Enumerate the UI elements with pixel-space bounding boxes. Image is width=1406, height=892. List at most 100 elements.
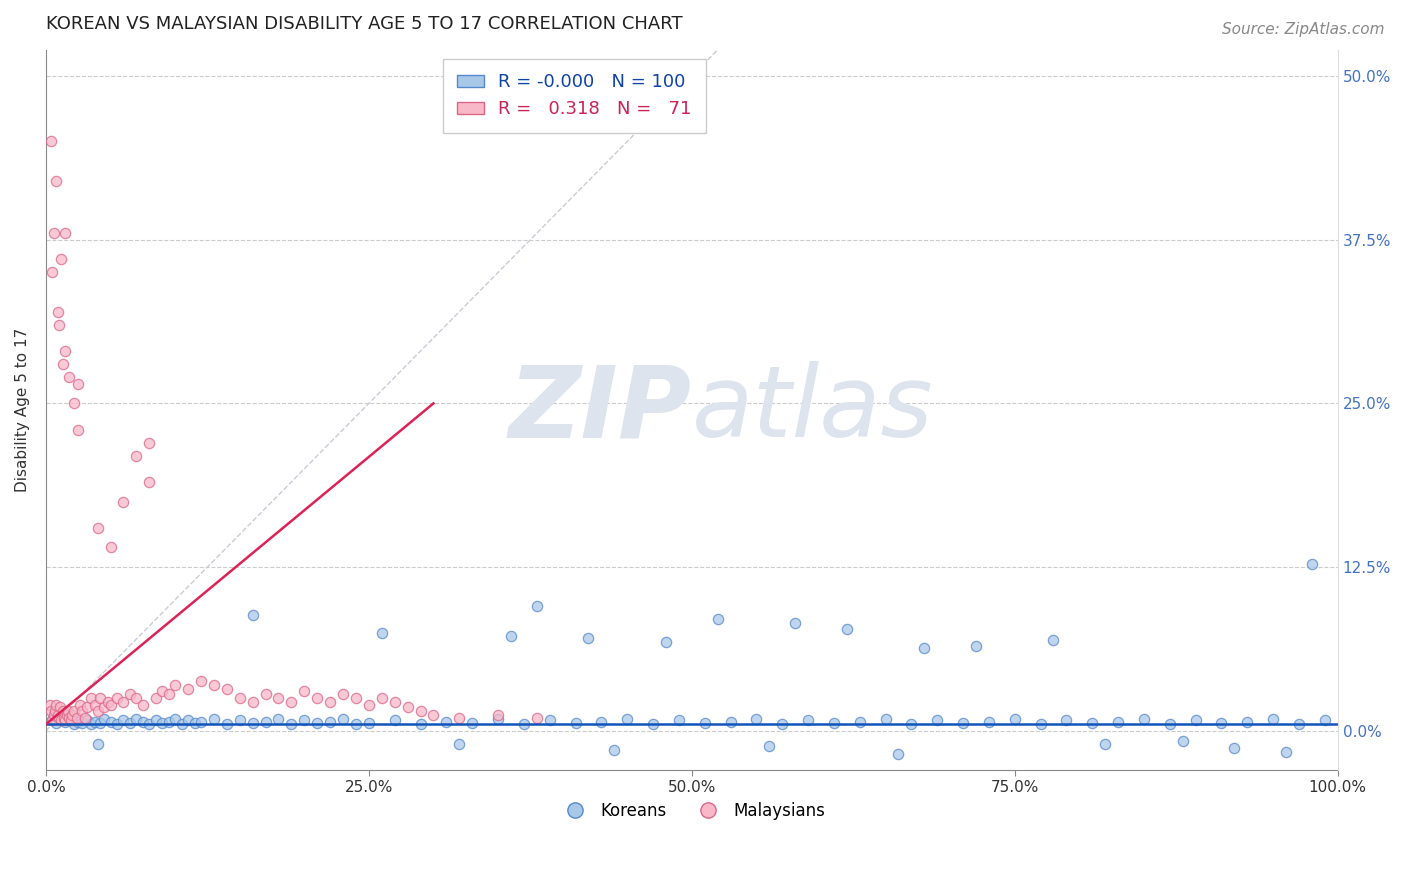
Point [242, 695, 264, 709]
Point [280, 695, 302, 709]
Point [150, 715, 173, 730]
Point [927, 713, 949, 727]
Point [44, 704, 66, 718]
Point [183, 715, 205, 730]
Point [1094, 737, 1116, 751]
Point [52, 704, 75, 718]
Point [118, 715, 141, 730]
Point [80, 690, 103, 705]
Point [267, 712, 290, 726]
Point [797, 713, 820, 727]
Point [449, 711, 471, 725]
Point [486, 712, 509, 726]
Point [38, 698, 60, 712]
Point [332, 687, 354, 701]
Point [138, 717, 160, 731]
Point [48, 318, 70, 332]
Point [578, 631, 600, 645]
Point [80, 717, 103, 731]
Point [165, 678, 187, 692]
Point [848, 714, 870, 729]
Point [112, 713, 135, 727]
Point [42, 226, 65, 240]
Point [228, 713, 250, 727]
Point [745, 712, 768, 726]
Point [603, 743, 626, 757]
Point [51, 713, 73, 727]
Point [384, 713, 406, 727]
Point [591, 714, 613, 729]
Point [1081, 715, 1104, 730]
Point [1133, 712, 1156, 726]
Point [1275, 745, 1298, 759]
Point [887, 747, 910, 762]
Point [157, 687, 180, 701]
Point [112, 695, 135, 709]
Point [150, 684, 173, 698]
Point [41, 265, 63, 279]
Point [1301, 558, 1323, 572]
Point [332, 712, 354, 726]
Point [76, 700, 98, 714]
Point [371, 690, 394, 705]
Point [371, 625, 394, 640]
Point [242, 715, 264, 730]
Point [1288, 717, 1310, 731]
Point [46, 708, 69, 723]
Point [499, 629, 522, 643]
Point [145, 713, 167, 727]
Point [396, 700, 419, 714]
Point [138, 475, 160, 489]
Y-axis label: Disability Age 5 to 17: Disability Age 5 to 17 [15, 327, 30, 492]
Point [292, 713, 315, 727]
Point [89, 715, 111, 730]
Point [1107, 714, 1129, 729]
Point [60, 708, 83, 723]
Point [132, 698, 155, 712]
Point [720, 714, 742, 729]
Point [215, 681, 238, 696]
Point [242, 608, 264, 623]
Point [1261, 712, 1284, 726]
Point [105, 717, 128, 731]
Point [53, 714, 76, 729]
Point [526, 711, 548, 725]
Point [344, 690, 367, 705]
Point [145, 690, 167, 705]
Point [1159, 717, 1181, 731]
Point [357, 715, 380, 730]
Point [835, 622, 858, 636]
Point [1042, 633, 1064, 648]
Point [616, 712, 638, 726]
Point [228, 690, 250, 705]
Point [1223, 740, 1246, 755]
Point [45, 698, 67, 712]
Point [977, 714, 1000, 729]
Point [254, 687, 277, 701]
Point [93, 712, 115, 726]
Point [1211, 715, 1233, 730]
Point [53, 226, 76, 240]
Point [157, 714, 180, 729]
Point [461, 715, 484, 730]
Point [770, 717, 793, 731]
Point [84, 698, 107, 712]
Point [758, 739, 780, 754]
Point [177, 681, 200, 696]
Point [45, 174, 67, 188]
Point [89, 690, 111, 705]
Point [1184, 713, 1206, 727]
Point [165, 712, 187, 726]
Point [86, 737, 108, 751]
Point [564, 715, 586, 730]
Point [357, 698, 380, 712]
Point [1054, 713, 1077, 727]
Point [100, 541, 122, 555]
Point [48, 711, 70, 725]
Point [384, 695, 406, 709]
Point [84, 714, 107, 729]
Text: ZIP: ZIP [509, 361, 692, 458]
Point [125, 690, 148, 705]
Point [693, 715, 716, 730]
Point [63, 717, 86, 731]
